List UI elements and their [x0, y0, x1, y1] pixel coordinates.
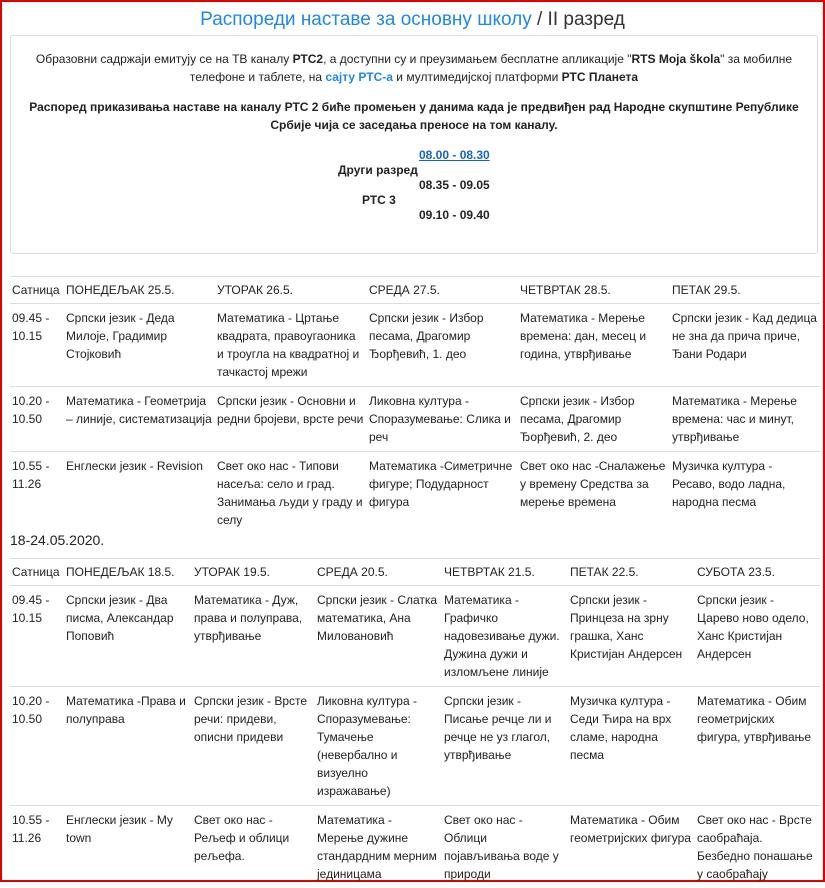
time-slot-cell: 09.45 - 10.15 [10, 304, 64, 387]
time-slot-cell: 09.45 - 10.15 [10, 586, 64, 687]
grade-label: Други разред [338, 163, 418, 177]
channel-name: РТС2 [293, 52, 324, 66]
lesson-cell: Математика -Права и полуправа [64, 687, 192, 806]
lesson-cell: Српски језик - Царево ново одело, Ханс К… [695, 586, 820, 687]
lesson-cell: Математика - Графичко надовезивање дужи.… [442, 586, 568, 687]
lesson-cell: Математика - Мерење времена: час и минут… [670, 387, 820, 452]
lesson-cell: Српски језик - Слатка математика, Ана Ми… [315, 586, 442, 687]
column-header-day: ПОНЕДЕЉАК 18.5. [64, 559, 192, 586]
app-name: RTS Moja škola [631, 52, 720, 66]
lesson-cell: Музичка култура - Седи Ћира на врх сламе… [568, 687, 695, 806]
title-link[interactable]: Распореди наставе за основну школу [200, 9, 532, 30]
rts-site-link[interactable]: сајту РТС-а [325, 70, 393, 84]
lesson-cell: Математика - Мерење времена: дан, месец … [518, 304, 670, 387]
column-header-time: Сатница [10, 277, 64, 304]
title-grade: / II разред [532, 9, 625, 30]
column-header-day: ЧЕТВРТАК 21.5. [442, 559, 568, 586]
lesson-cell: Свет око нас - Типови насеља: село и гра… [215, 452, 367, 535]
lesson-cell: Српски језик - Писање речце ли и речце н… [442, 687, 568, 806]
platform-name: РТС Планета [562, 70, 638, 84]
time-slot-cell: 10.20 - 10.50 [10, 687, 64, 806]
column-header-day: УТОРАК 19.5. [192, 559, 315, 586]
lesson-cell: Српски језик - Основни и редни бројеви, … [215, 387, 367, 452]
column-header-day: СРЕДА 27.5. [367, 277, 518, 304]
channel-label: РТС 3 [362, 193, 396, 207]
lesson-cell: Српски језик - Избор песама, Драгомир Ђо… [518, 387, 670, 452]
lesson-cell: Свет око нас -Сналажење у времену Средст… [518, 452, 670, 535]
column-header-day: ПЕТАК 22.5. [568, 559, 695, 586]
week-label: 18-24.05.2020. [10, 532, 104, 548]
column-header-day: СУБОТА 23.5. [695, 559, 820, 586]
lesson-cell: Енглески језик - Revision [64, 452, 215, 535]
column-header-day: ЧЕТВРТАК 28.5. [518, 277, 670, 304]
time-slot-cell: 10.55 - 11.26 [10, 806, 64, 888]
info-text: и мултимедијској платформи [393, 70, 562, 84]
lesson-cell: Математика - Геометрија – линије, систем… [64, 387, 215, 452]
lesson-cell: Свет око нас - Врсте саобраћаја. Безбедн… [695, 806, 820, 888]
info-paragraph: Образовни садржаји емитују се на ТВ кана… [11, 50, 817, 86]
page-title: Распореди наставе за основну школу / II … [2, 7, 823, 33]
schedule-notice: Распоред приказивања наставе на каналу Р… [11, 98, 817, 134]
lesson-cell: Математика - Дуж, права и полуправа, утв… [192, 586, 315, 687]
info-text: , а доступни су и преузимањем бесплатне … [323, 52, 631, 66]
broadcast-times: 08.00 - 08.30 Други разред 08.35 - 09.05… [11, 148, 817, 238]
lesson-cell: Математика - Обим геометријских фигура [568, 806, 695, 888]
time-3: 09.10 - 09.40 [419, 208, 490, 222]
lesson-cell: Енглески језик - My town [64, 806, 192, 888]
time-2: 08.35 - 09.05 [419, 178, 490, 192]
lesson-cell: Српски језик - Деда Милоје, Градимир Сто… [64, 304, 215, 387]
info-text: Образовни садржаји емитују се на ТВ кана… [36, 52, 293, 66]
lesson-cell: Математика -Симетричне фигуре; Подударно… [367, 452, 518, 535]
lesson-cell: Математика - Цртање квадрата, правоугаон… [215, 304, 367, 387]
lesson-cell: Српски језик - Два писма, Александар Поп… [64, 586, 192, 687]
lesson-cell: Математика - Обим геометријских фигура, … [695, 687, 820, 806]
time-slot-cell: 10.20 - 10.50 [10, 387, 64, 452]
lesson-cell: Ликовна култура - Споразумевање: Слика и… [367, 387, 518, 452]
column-header-day: СРЕДА 20.5. [315, 559, 442, 586]
lesson-cell: Музичка култура - Ресаво, водо ладна, на… [670, 452, 820, 535]
column-header-day: ПОНЕДЕЉАК 25.5. [64, 277, 215, 304]
column-header-day: УТОРАК 26.5. [215, 277, 367, 304]
lesson-cell: Математика - Мерење дужине стандардним м… [315, 806, 442, 888]
lesson-cell: Српски језик - Кад дедица не зна да прич… [670, 304, 820, 387]
lesson-cell: Свет око нас - Облици појављивања воде у… [442, 806, 568, 888]
lesson-cell: Ликовна култура - Споразумевање: Тумачењ… [315, 687, 442, 806]
lesson-cell: Српски језик - Принцеза на зрну грашка, … [568, 586, 695, 687]
column-header-time: Сатница [10, 559, 64, 586]
lesson-cell: Свет око нас - Рељеф и облици рељефа. [192, 806, 315, 888]
lesson-cell: Српски језик - Врсте речи: придеви, опис… [192, 687, 315, 806]
column-header-day: ПЕТАК 29.5. [670, 277, 820, 304]
info-box: Образовни садржаји емитују се на ТВ кана… [10, 35, 818, 254]
lesson-cell: Српски језик - Избор песама, Драгомир Ђо… [367, 304, 518, 387]
time-slot-cell: 10.55 - 11.26 [10, 452, 64, 535]
time-link-1[interactable]: 08.00 - 08.30 [419, 148, 490, 162]
